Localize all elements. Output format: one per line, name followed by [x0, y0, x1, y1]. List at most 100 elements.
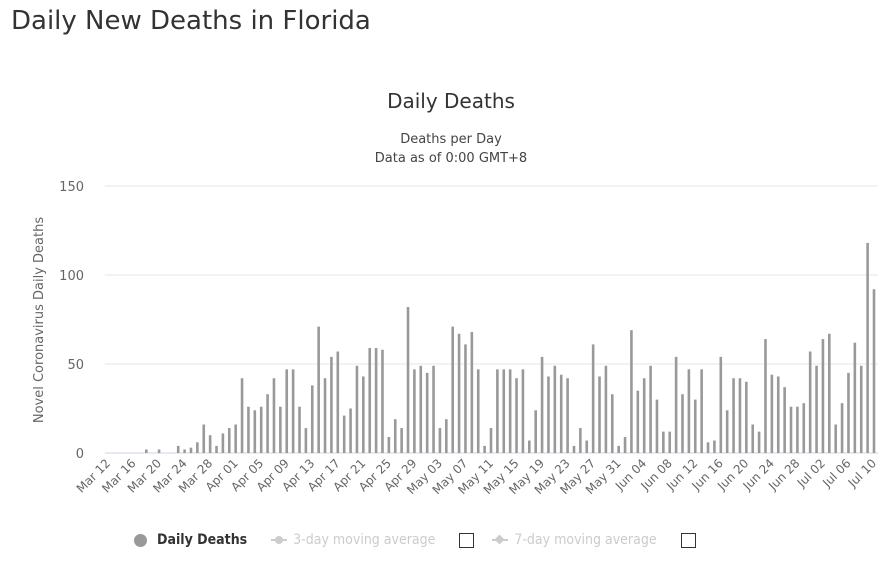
- bar: [687, 369, 691, 453]
- bar: [796, 406, 799, 453]
- bar: [259, 406, 263, 453]
- bar: [872, 289, 876, 453]
- bar: [610, 394, 614, 453]
- bar: [317, 326, 320, 453]
- bar: [693, 399, 697, 453]
- bar: [834, 424, 837, 453]
- bar: [783, 387, 786, 453]
- bar: [566, 378, 569, 453]
- bar: [636, 390, 640, 453]
- bar: [483, 445, 486, 453]
- bar: [374, 347, 378, 453]
- bar: [413, 369, 416, 453]
- x-tick-label: Jul 02: [794, 456, 828, 490]
- bar: [362, 376, 365, 453]
- legend-label: Daily Deaths: [157, 532, 248, 548]
- page-title: Daily New Deaths in Florida: [11, 6, 371, 36]
- bar: [342, 415, 346, 453]
- bar: [630, 330, 633, 453]
- bar: [706, 442, 710, 453]
- bar: [598, 376, 601, 453]
- bar: [253, 410, 257, 453]
- bar: [719, 356, 723, 453]
- bar: [393, 419, 397, 453]
- bar: [323, 378, 327, 453]
- bar: [642, 378, 646, 453]
- bar: [623, 436, 627, 453]
- chart-subtitle-2: Data as of 0:00 GMT+8: [375, 151, 527, 166]
- bar: [534, 410, 537, 453]
- bar: [425, 372, 429, 453]
- bar: [330, 356, 333, 453]
- bar: [789, 406, 793, 453]
- bar: [559, 374, 563, 453]
- legend-item-7-day-average[interactable]: 7-day moving average: [492, 532, 657, 548]
- bar: [725, 410, 729, 453]
- bar: [285, 369, 289, 453]
- bar: [547, 376, 550, 453]
- bar: [674, 356, 678, 453]
- bar: [215, 445, 218, 453]
- bar: [738, 378, 742, 453]
- bar: [419, 365, 423, 453]
- bar: [840, 403, 844, 453]
- chart-subtitle-1: Deaths per Day: [400, 132, 502, 147]
- bar: [227, 428, 231, 453]
- bar: [355, 365, 359, 453]
- bar: [145, 449, 148, 453]
- bar: [540, 356, 544, 453]
- bar: [828, 333, 831, 453]
- bar: [310, 385, 314, 453]
- bar: [464, 344, 467, 453]
- bar: [617, 445, 620, 453]
- bar: [502, 369, 506, 453]
- bar: [438, 428, 442, 453]
- bar: [655, 399, 659, 453]
- bar: [700, 369, 703, 453]
- legend-label: 3-day moving average: [293, 532, 436, 548]
- bar: [815, 365, 818, 453]
- bar: [470, 331, 474, 453]
- bar: [266, 394, 269, 453]
- bar: [866, 242, 869, 453]
- bar: [757, 431, 761, 453]
- bar: [489, 428, 493, 453]
- bar: [572, 445, 576, 453]
- bar: [432, 365, 435, 453]
- line-diamond-marker-icon: [492, 534, 509, 545]
- bar: [445, 419, 448, 453]
- y-tick-label: 100: [59, 269, 84, 284]
- legend-item-daily-deaths[interactable]: Daily Deaths: [134, 532, 247, 548]
- y-tick-label: 0: [76, 447, 84, 462]
- checkbox-7-day-average[interactable]: [680, 532, 696, 548]
- y-tick-label: 150: [59, 180, 84, 195]
- bar: [368, 347, 372, 453]
- bar: [272, 378, 276, 453]
- bar: [662, 431, 665, 453]
- bar: [579, 428, 582, 453]
- bar: [808, 351, 812, 453]
- y-axis-title: Novel Coronavirus Daily Deaths: [32, 217, 47, 423]
- bar: [221, 433, 225, 453]
- bar: [585, 440, 589, 453]
- bar: [732, 378, 735, 453]
- bar: [387, 436, 391, 453]
- bar: [457, 333, 461, 453]
- checkbox-3-day-average[interactable]: [459, 532, 475, 548]
- legend-item-3-day-average[interactable]: 3-day moving average: [271, 532, 435, 548]
- bar: [400, 428, 403, 453]
- bar: [713, 440, 716, 453]
- bar: [668, 431, 672, 453]
- y-tick-label: 50: [67, 358, 84, 373]
- bar: [770, 374, 774, 453]
- bar: [776, 376, 780, 453]
- bar: [304, 428, 308, 453]
- bar: [681, 394, 684, 453]
- bar: [451, 326, 454, 453]
- bar: [847, 372, 850, 453]
- bar: [496, 369, 499, 453]
- bar: [528, 440, 531, 453]
- bar: [745, 381, 748, 453]
- bar: [189, 447, 193, 453]
